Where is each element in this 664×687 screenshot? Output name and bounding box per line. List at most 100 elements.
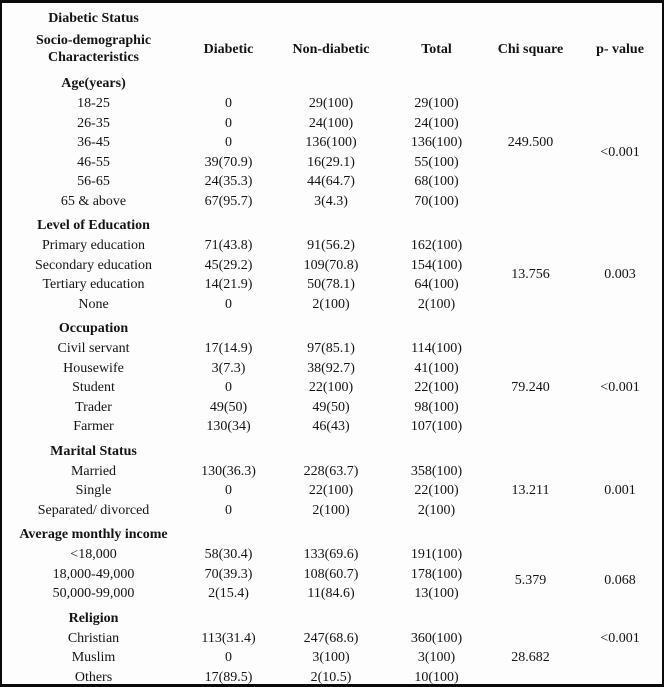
table-row: Secondary education 45(29.2) 109(70.8) 154(…	[2, 256, 662, 276]
p-value-cell: <0.001	[578, 94, 662, 211]
total-cell: 10(100)	[414, 669, 459, 685]
non-diabetic-cell: 22(100)	[308, 380, 354, 395]
non-diabetic-cell: 22(100)	[308, 483, 354, 498]
total-cell: 162(100)	[410, 238, 463, 253]
empty-cell	[390, 3, 483, 29]
non-diabetic-cell: 247(68.6)	[303, 630, 359, 646]
diabetic-cell: 0	[225, 380, 232, 395]
table-row: 18-25 0 29(100) 29(100) 249.500 <0.001	[2, 94, 662, 160]
total-cell: 64(100)	[414, 277, 459, 292]
non-diabetic-cell: 29(100)	[308, 96, 354, 111]
row-label-cell: Muslim	[71, 650, 116, 665]
row-label-cell: Trader	[75, 399, 112, 415]
total-cell: 191(100)	[410, 547, 463, 562]
empty-cell	[578, 69, 662, 94]
row-label-cell: Married	[70, 463, 117, 479]
non-diabetic-cell: 2(100)	[312, 296, 350, 312]
row-label-cell: None	[78, 296, 109, 312]
diabetic-cell: 0	[225, 135, 232, 150]
table-row: <18,000 58(30.4) 133(69.6) 191(100) 5.379 0.0…	[2, 545, 662, 588]
section-title-row: Level of Education	[2, 211, 662, 236]
chi-square-value: 13.211	[511, 483, 550, 498]
diabetic-cell: 3(7.3)	[211, 360, 246, 376]
table-row: Single 0 22(100) 22(100)	[2, 481, 662, 501]
total-cell: 24(100)	[414, 115, 459, 131]
total-cell: 2(100)	[417, 296, 456, 312]
section-title: Age(years)	[61, 76, 126, 91]
col-header-chi-square: Chi square	[497, 41, 564, 57]
total-cell: 358(100)	[410, 463, 463, 479]
diabetic-cell: 113(31.4)	[201, 630, 256, 646]
empty-cell	[272, 604, 390, 629]
total-cell: 41(100)	[414, 360, 459, 376]
non-diabetic-cell: 228(63.7)	[303, 463, 359, 479]
table-row: Married 130(36.3) 228(63.7) 358(100) 13.211 0…	[2, 462, 662, 499]
non-diabetic-cell: 49(50)	[312, 399, 350, 415]
table-row: 36-45 0 136(100) 136(100)	[2, 133, 662, 153]
empty-cell	[390, 604, 483, 629]
table-header-row: Socio-demographic Characteristics Diabet…	[2, 29, 662, 69]
total-cell: 55(100)	[414, 154, 459, 170]
table-row: Housewife 3(7.3) 38(92.7) 41(100)	[2, 359, 662, 379]
non-diabetic-cell: 3(100)	[312, 650, 350, 665]
p-value: <0.001	[600, 144, 640, 160]
table-row: 50,000-99,000 2(15.4) 11(84.6) 13(100)	[2, 584, 662, 604]
empty-cell	[185, 211, 272, 236]
table-row: Farmer 130(34) 46(43) 107(100)	[2, 417, 662, 437]
diabetic-status-table: Diabetic Status Socio-demographic Charac…	[2, 3, 662, 685]
table-row: Separated/ divorced 0 2(100) 2(100)	[2, 501, 662, 521]
diabetic-cell: 0	[225, 502, 232, 518]
empty-cell	[272, 3, 390, 29]
empty-cell	[185, 69, 272, 94]
empty-cell	[578, 211, 662, 236]
diabetic-cell: 2(15.4)	[208, 586, 249, 601]
non-diabetic-cell: 2(10.5)	[310, 669, 352, 685]
row-label-cell: Farmer	[73, 419, 114, 434]
empty-cell	[185, 437, 272, 462]
empty-cell	[185, 314, 272, 339]
row-label-cell: Student	[72, 380, 115, 395]
total-cell: 3(100)	[417, 650, 456, 665]
empty-cell	[185, 604, 272, 629]
table-row: Tertiary education 14(21.9) 50(78.1) 64(100…	[2, 275, 662, 295]
row-label-cell: Civil servant	[57, 341, 130, 356]
table-row: 26-35 0 24(100) 24(100)	[2, 114, 662, 134]
diabetic-cell: 67(95.7)	[204, 193, 253, 209]
total-cell: 178(100)	[410, 566, 463, 582]
total-cell: 2(100)	[417, 502, 456, 518]
non-diabetic-cell: 50(78.1)	[307, 277, 355, 292]
table-row: 18,000-49,000 70(39.3) 108(60.7) 178(100)	[2, 565, 662, 585]
row-label-cell: Primary education	[41, 238, 146, 253]
total-cell: 22(100)	[414, 380, 459, 395]
non-diabetic-cell: 24(100)	[308, 115, 354, 131]
table-row: Christian 113(31.4) 247(68.6) 360(100) 28.68…	[2, 629, 662, 666]
diabetic-cell: 130(36.3)	[201, 463, 256, 479]
non-diabetic-cell: 3(4.3)	[314, 193, 348, 209]
table-row: Trader 49(50) 49(50) 98(100)	[2, 398, 662, 418]
empty-cell	[272, 520, 390, 545]
section-title-row: Average monthly income	[2, 520, 662, 545]
chi-square-cell: 13.211	[483, 462, 578, 521]
non-diabetic-cell: 16(29.1)	[307, 154, 355, 170]
non-diabetic-cell: 108(60.7)	[303, 566, 359, 582]
p-value-cell: <0.001	[578, 629, 662, 685]
chi-square-value: 13.756	[511, 267, 550, 283]
diabetic-cell: 14(21.9)	[204, 277, 253, 292]
diabetic-cell: 39(70.9)	[204, 154, 253, 170]
table-caption-row: Diabetic Status	[2, 3, 662, 29]
empty-cell	[272, 211, 390, 236]
empty-cell	[185, 520, 272, 545]
non-diabetic-cell: 2(100)	[312, 502, 350, 518]
row-label-cell: Housewife	[63, 360, 124, 376]
diabetic-cell: 45(29.2)	[204, 257, 253, 273]
row-label-cell: 46-55	[77, 154, 110, 170]
row-label-cell: Secondary education	[34, 257, 152, 273]
table-row: Muslim 0 3(100) 3(100)	[2, 648, 662, 668]
chi-square-cell: 28.682	[483, 629, 578, 685]
diabetic-cell: 24(35.3)	[204, 174, 253, 189]
section-title-row: Marital Status	[2, 437, 662, 462]
table-row: 65 & above 67(95.7) 3(4.3) 70(100)	[2, 192, 662, 212]
diabetic-cell: 0	[225, 115, 232, 131]
empty-cell	[390, 437, 483, 462]
